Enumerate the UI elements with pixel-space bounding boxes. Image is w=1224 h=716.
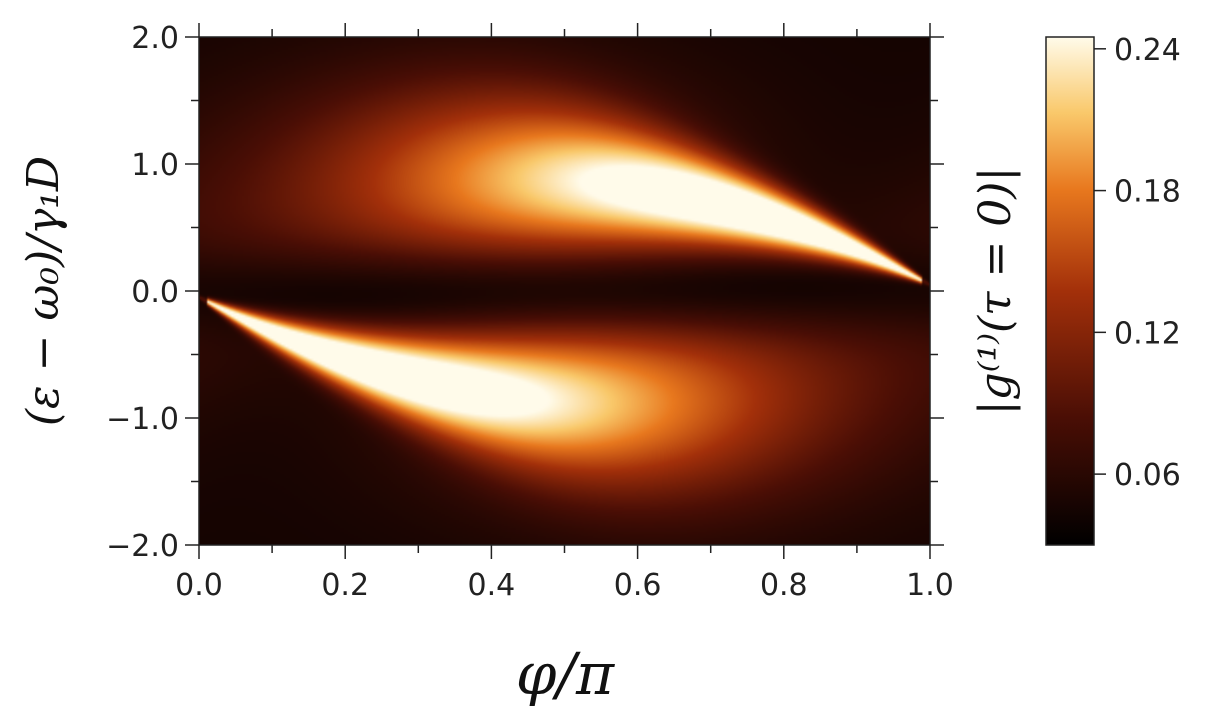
x-tick-label: 0.8 (760, 568, 808, 603)
heatmap-area (199, 37, 930, 545)
y-tick-label: 1.0 (131, 148, 179, 183)
x-tick-label: 0.4 (468, 568, 516, 603)
x-tick-label: 1.0 (906, 568, 954, 603)
heatmap-image (199, 37, 930, 545)
colorbar-tick-label: 0.12 (1114, 316, 1181, 351)
x-tick-label: 0.2 (321, 568, 369, 603)
x-tick-label: 0.0 (175, 568, 223, 603)
colorbar-ticks: 0.24 0.18 0.12 0.06 (1094, 33, 1181, 493)
y-axis-ticks: 2.0 1.0 0.0 −1.0 −2.0 (106, 21, 944, 564)
y-tick-label: 2.0 (131, 21, 179, 56)
x-tick-label: 0.6 (614, 568, 662, 603)
colorbar-tick-label: 0.24 (1114, 33, 1181, 68)
x-axis-label: φ/π (516, 640, 615, 708)
colorbar-tick-label: 0.06 (1114, 458, 1181, 493)
y-tick-label: −1.0 (106, 402, 179, 437)
y-tick-label: −2.0 (106, 529, 179, 564)
colorbar-label: |g⁽¹⁾(τ = 0)| (970, 167, 1021, 416)
colorbar-tick-label: 0.18 (1114, 175, 1181, 210)
y-axis-label: (ε − ω₀)/γ₁D (18, 156, 69, 426)
colorbar (1045, 36, 1095, 546)
y-tick-label: 0.0 (131, 275, 179, 310)
x-axis-ticks: 0.0 0.2 0.4 0.6 0.8 1.0 (175, 23, 954, 603)
